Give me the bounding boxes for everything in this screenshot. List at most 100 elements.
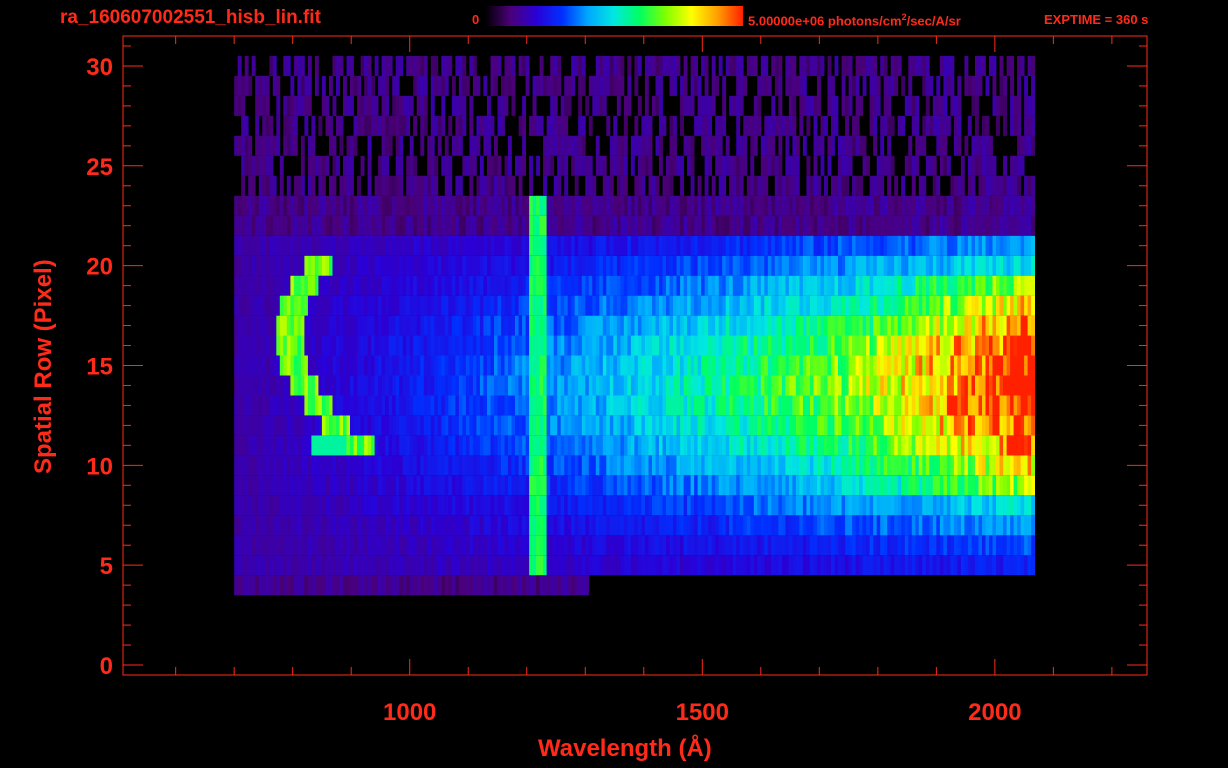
heatmap-cell — [795, 415, 800, 436]
heatmap-cell — [630, 455, 635, 476]
heatmap-cell — [810, 375, 814, 396]
heatmap-cell — [279, 315, 284, 336]
heatmap-cell — [571, 295, 576, 316]
heatmap-cell — [269, 295, 274, 316]
heatmap-cell — [571, 415, 576, 436]
heatmap-cell — [722, 195, 727, 216]
heatmap-cell — [437, 515, 442, 536]
heatmap-cell — [697, 175, 702, 196]
heatmap-cell — [806, 255, 811, 276]
heatmap-cell — [343, 255, 347, 276]
heatmap-cell — [880, 235, 885, 256]
colorbar-max-label: 5.00000e+06 photons/cm2/sec/A/sr — [748, 12, 961, 28]
heatmap-cell — [339, 395, 344, 416]
heatmap-cell — [392, 255, 397, 276]
heatmap-cell — [683, 375, 688, 396]
heatmap-cell — [855, 255, 860, 276]
heatmap-cell — [778, 235, 783, 256]
heatmap-cell — [451, 515, 456, 536]
heatmap-cell — [880, 315, 885, 336]
heatmap-cell — [325, 215, 330, 236]
heatmap-cell — [932, 335, 937, 356]
heatmap-cell — [381, 275, 386, 296]
heatmap-cell — [876, 335, 881, 356]
heatmap-cell — [767, 355, 772, 376]
heatmap-cell — [472, 555, 477, 576]
heatmap-cell — [817, 495, 821, 516]
heatmap-cell — [873, 135, 878, 156]
heatmap-cell — [708, 235, 712, 256]
heatmap-cell — [272, 355, 277, 376]
heatmap-cell — [711, 375, 716, 396]
heatmap-cell — [241, 275, 246, 296]
heatmap-cell — [718, 255, 723, 276]
heatmap-cell — [774, 515, 779, 536]
heatmap-cell — [574, 215, 579, 236]
heatmap-cell — [718, 555, 723, 576]
heatmap-cell — [781, 455, 786, 476]
heatmap-cell — [297, 475, 302, 496]
heatmap-cell — [901, 295, 906, 316]
heatmap-cell — [932, 435, 937, 456]
heatmap-cell — [746, 515, 751, 536]
heatmap-cell — [472, 235, 477, 256]
heatmap-cell — [546, 255, 551, 276]
heatmap-cell — [262, 235, 267, 256]
heatmap-cell — [522, 435, 526, 456]
heatmap-cell — [357, 355, 361, 376]
heatmap-cell — [697, 375, 702, 396]
heatmap-cell — [497, 475, 502, 496]
heatmap-cell — [736, 495, 741, 516]
heatmap-cell — [546, 395, 551, 416]
heatmap-cell — [957, 375, 962, 396]
heatmap-cell — [455, 435, 460, 456]
heatmap-cell — [255, 335, 260, 356]
heatmap-cell — [655, 515, 660, 536]
heatmap-cell — [564, 495, 569, 516]
heatmap-cell — [276, 455, 281, 476]
heatmap-cell — [662, 115, 667, 136]
heatmap-cell — [623, 115, 628, 136]
heatmap-cell — [778, 455, 783, 476]
heatmap-cell — [964, 295, 969, 316]
heatmap-cell — [673, 115, 677, 136]
heatmap-cell — [595, 395, 600, 416]
heatmap-cell — [996, 395, 1000, 416]
heatmap-cell — [673, 535, 677, 556]
heatmap-cell — [378, 435, 382, 456]
heatmap-cell — [848, 375, 853, 396]
heatmap-cell — [437, 355, 442, 376]
heatmap-cell — [701, 375, 705, 396]
heatmap-cell — [578, 235, 583, 256]
heatmap-cell — [767, 375, 772, 396]
heatmap-cell — [616, 435, 621, 456]
heatmap-cell — [574, 475, 579, 496]
heatmap-cell — [904, 515, 909, 536]
heatmap-cell — [894, 295, 899, 316]
heatmap-cell — [329, 215, 333, 236]
heatmap-cell — [237, 475, 242, 496]
heatmap-cell — [690, 515, 695, 536]
heatmap-cell — [666, 255, 670, 276]
heatmap-cell — [388, 355, 393, 376]
heatmap-cell — [465, 575, 470, 596]
heatmap-cell — [820, 295, 825, 316]
heatmap-cell — [992, 355, 997, 376]
heatmap-cell — [272, 395, 277, 416]
heatmap-cell — [817, 275, 821, 296]
heatmap-cell — [725, 255, 730, 276]
heatmap-cell — [989, 455, 993, 476]
heatmap-cell — [676, 355, 681, 376]
heatmap-cell — [753, 515, 758, 536]
heatmap-cell — [487, 215, 491, 236]
heatmap-cell — [427, 535, 432, 556]
heatmap-cell — [567, 495, 572, 516]
heatmap-cell — [904, 255, 909, 276]
heatmap-cell — [922, 195, 927, 216]
heatmap-cell — [876, 515, 881, 536]
heatmap-cell — [725, 395, 730, 416]
heatmap-cell — [465, 395, 470, 416]
heatmap-cell — [448, 195, 453, 216]
heatmap-cell — [297, 175, 302, 196]
heatmap-cell — [652, 535, 656, 556]
